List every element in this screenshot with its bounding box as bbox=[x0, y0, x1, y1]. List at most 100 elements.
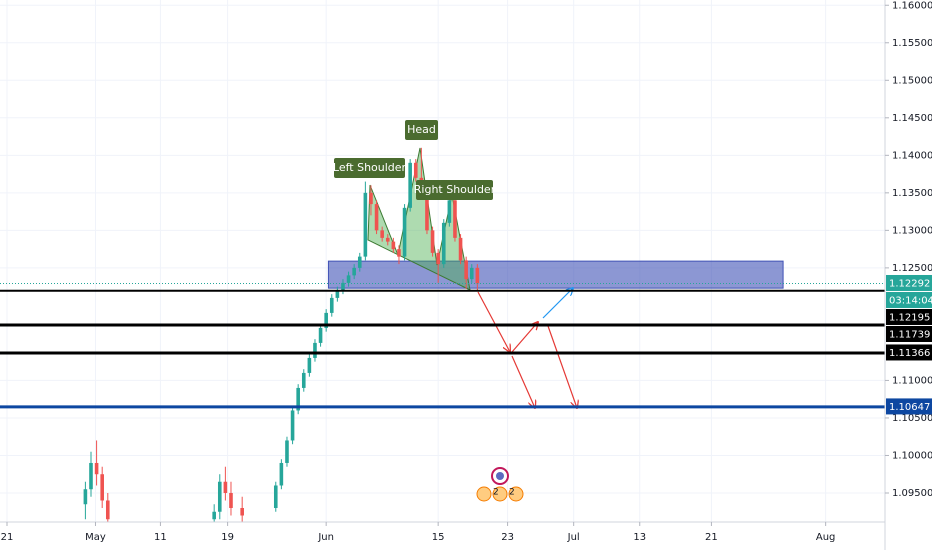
candle-body bbox=[324, 312, 328, 328]
x-tick-label: 11 bbox=[154, 532, 167, 543]
y-tick-label: 1.11000 bbox=[892, 375, 932, 386]
time-axis bbox=[0, 522, 932, 550]
candle-body bbox=[279, 462, 284, 486]
candle-body bbox=[397, 249, 401, 257]
candle-body bbox=[240, 507, 244, 516]
annotation-box bbox=[405, 120, 438, 140]
candle-body bbox=[458, 237, 463, 261]
candle-body bbox=[363, 192, 368, 257]
event-icon[interactable] bbox=[508, 486, 524, 502]
candle-body bbox=[380, 230, 384, 238]
candle-body bbox=[391, 241, 396, 250]
event-icon bbox=[496, 472, 504, 480]
x-tick-label: 13 bbox=[633, 532, 646, 543]
candle-body bbox=[223, 481, 228, 493]
annotation-box bbox=[416, 180, 493, 200]
candle-body bbox=[408, 162, 412, 208]
annotation: Head bbox=[407, 123, 436, 136]
price-tag bbox=[886, 274, 932, 291]
candle-body bbox=[273, 485, 278, 508]
candle-body bbox=[352, 267, 356, 276]
candle-body bbox=[290, 410, 295, 441]
candle-body bbox=[83, 489, 88, 505]
arrow bbox=[542, 288, 573, 319]
price-tag-label: 1.11366 bbox=[889, 348, 930, 359]
event-count: 2 bbox=[509, 488, 515, 498]
y-tick-label: 1.12500 bbox=[892, 263, 932, 274]
x-tick-label: 21 bbox=[705, 532, 718, 543]
x-tick-label: 23 bbox=[501, 532, 514, 543]
x-tick-label: Jun bbox=[317, 532, 334, 543]
candle-body bbox=[369, 192, 373, 205]
annotation: Right Shoulder bbox=[414, 183, 496, 196]
x-tick-label: 19 bbox=[221, 532, 234, 543]
annotation: Left Shoulder bbox=[333, 161, 407, 174]
candle-body bbox=[469, 267, 474, 280]
candle-body bbox=[374, 204, 379, 231]
candle-body bbox=[217, 481, 222, 512]
candles-layer bbox=[83, 147, 480, 527]
x-tick-label: Aug bbox=[816, 532, 836, 543]
candle-body bbox=[385, 237, 390, 242]
candle-body bbox=[357, 256, 362, 268]
candle-body bbox=[296, 387, 300, 411]
arrow bbox=[511, 355, 535, 408]
candle-body bbox=[430, 230, 435, 253]
candle-body bbox=[318, 327, 323, 343]
candle-body bbox=[229, 492, 233, 508]
candle-body bbox=[307, 357, 312, 373]
candle-body bbox=[447, 200, 452, 223]
candle-body bbox=[285, 440, 289, 463]
y-tick-label: 1.13500 bbox=[892, 188, 932, 199]
candle-body bbox=[313, 342, 317, 358]
candle-body bbox=[464, 260, 468, 280]
annotation-box bbox=[334, 158, 405, 178]
price-tag-label: 1.11739 bbox=[889, 329, 930, 340]
y-tick-label: 1.13000 bbox=[892, 225, 932, 236]
candle-body bbox=[329, 297, 334, 313]
y-tick-label: 1.10500 bbox=[892, 413, 932, 424]
candle-body bbox=[212, 511, 216, 520]
y-tick-label: 1.14000 bbox=[892, 150, 932, 161]
arrow bbox=[547, 325, 577, 408]
price-tag-label: 1.12195 bbox=[889, 312, 930, 323]
arrow bbox=[511, 322, 538, 353]
candle-body bbox=[413, 162, 418, 178]
overlay-layer: Left Shoulder Head Right Shoulder 2 2 bbox=[0, 120, 885, 502]
candle-body bbox=[89, 462, 93, 490]
candle-body bbox=[335, 290, 340, 298]
event-count: 2 bbox=[493, 488, 499, 498]
price-tag bbox=[886, 344, 932, 361]
y-tick-label: 1.14500 bbox=[892, 113, 932, 124]
price-tag-label: 1.10647 bbox=[889, 402, 930, 413]
candle-body bbox=[425, 189, 429, 231]
y-tick-label: 1.09500 bbox=[892, 488, 932, 499]
x-tick-label: 15 bbox=[432, 532, 445, 543]
price-tag bbox=[886, 398, 932, 415]
candle-body bbox=[441, 222, 446, 265]
x-tick-label: Jul bbox=[567, 532, 580, 543]
y-tick-label: 1.15000 bbox=[892, 75, 932, 86]
x-tick-label: May bbox=[85, 532, 106, 543]
y-tick-label: 1.10000 bbox=[892, 450, 932, 461]
candle-body bbox=[475, 267, 480, 284]
candle-body bbox=[341, 282, 345, 291]
y-tick-label: 1.15500 bbox=[892, 38, 932, 49]
event-icon[interactable] bbox=[492, 486, 508, 502]
candle-body bbox=[402, 207, 407, 257]
price-labels-layer: 1.12292 03:14:04 1.12195 1.11739 1.11366 1.10… bbox=[886, 274, 932, 415]
candle-body bbox=[453, 200, 457, 238]
zone bbox=[327, 260, 784, 289]
y-tick-label: 1.16000 bbox=[892, 0, 932, 11]
candle-body bbox=[105, 500, 110, 520]
price-tag-label: 03:14:04 bbox=[889, 295, 932, 306]
price-tag bbox=[886, 325, 932, 342]
x-tick-label: 21 bbox=[1, 532, 14, 543]
price-tag bbox=[886, 291, 932, 308]
price-tag bbox=[886, 308, 932, 325]
arrow bbox=[477, 291, 510, 352]
event-icon[interactable] bbox=[476, 486, 492, 502]
candle-body bbox=[100, 474, 104, 501]
candle-body bbox=[436, 252, 440, 265]
